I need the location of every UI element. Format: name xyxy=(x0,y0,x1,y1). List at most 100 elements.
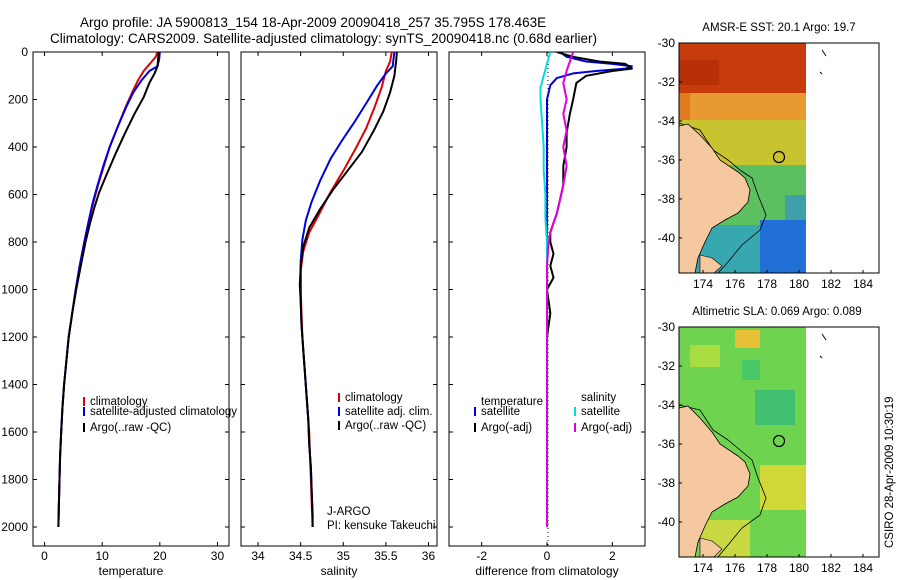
salinity-legend: climatology satellite adj. clim. Argo(..… xyxy=(338,392,433,432)
legend-argo-label: Argo(..raw -QC) xyxy=(345,420,426,432)
map-y-tick-label: -40 xyxy=(658,515,676,529)
x-tick-label: 2 xyxy=(609,549,616,563)
x-tick-label: 34 xyxy=(251,549,265,563)
x-tick-label: 35 xyxy=(337,549,351,563)
temperature-lines xyxy=(57,52,161,528)
map-x-tick-label: 176 xyxy=(725,561,745,575)
map-y-tick-label: -32 xyxy=(658,359,676,373)
map-x-tick-label: 178 xyxy=(757,561,777,575)
map-x-tick-label: 174 xyxy=(693,277,713,291)
salinity-xlabel: salinity xyxy=(321,564,358,578)
sst-hot-patch xyxy=(679,60,719,85)
x-tick-label: 30 xyxy=(211,549,225,563)
sla-yellow-south xyxy=(760,465,806,510)
legend-sal-satellite-label: satellite xyxy=(581,406,620,418)
map-x-tick-label: 182 xyxy=(821,561,841,575)
map-x-tick-label: 184 xyxy=(853,277,873,291)
legend-temperature-title: temperature xyxy=(481,396,543,408)
map-x-tick-label: 178 xyxy=(757,277,777,291)
temperature-xlabel: temperature xyxy=(99,564,164,578)
sla-map-field xyxy=(679,327,879,557)
y-tick-label: 400 xyxy=(8,140,28,154)
legend-temp-argo-label: Argo(-adj) xyxy=(481,422,532,434)
salinity-axes-box xyxy=(240,51,438,547)
temperature-panel: 0 10 20 30 0 200 400 600 800 1000 1200 1400 1600 1800… xyxy=(1,45,237,578)
salinity-ticks: 34 34.5 35 35.5 36 xyxy=(241,51,437,563)
land-coast-detail xyxy=(699,537,723,557)
y-tick-label: 800 xyxy=(8,235,28,249)
credit-timestamp: CSIRO 28-Apr-2009 10:30:19 xyxy=(884,396,896,548)
legend-salinity-title: salinity xyxy=(581,392,616,404)
sst-orange-band xyxy=(690,93,806,123)
y-tick-label: 1600 xyxy=(1,425,28,439)
map-y-tick-label: -38 xyxy=(658,476,676,490)
map-y-tick-label: -36 xyxy=(658,153,676,167)
x-tick-label: 35.5 xyxy=(374,549,398,563)
map-y-tick-label: -38 xyxy=(658,192,676,206)
legend-climatology-label: climatology xyxy=(345,392,403,404)
y-tick-label: 2000 xyxy=(1,520,28,534)
map-y-tick-label: -40 xyxy=(658,231,676,245)
land-coast-detail xyxy=(699,254,723,273)
depth-contour xyxy=(679,404,767,557)
difference-legend: temperature satellite Argo(-adj) salinit… xyxy=(474,392,632,434)
x-tick-label: 0 xyxy=(41,549,48,563)
float-program-label: J-ARGO xyxy=(327,506,371,518)
principal-investigator-label: PI: kensuke Takeuchi xyxy=(327,520,435,532)
sst-map-frame xyxy=(678,42,880,274)
y-tick-label: 1200 xyxy=(1,330,28,344)
x-tick-label: 0 xyxy=(544,549,551,563)
land-north-island xyxy=(679,405,751,557)
sst-map-title: AMSR-E SST: 20.1 Argo: 19.7 xyxy=(702,22,855,34)
difference-xlabel: difference from climatology xyxy=(475,564,618,578)
temperature-legend: climatology satellite-adjusted climatolo… xyxy=(83,396,237,434)
sst-teal-patch xyxy=(785,195,806,220)
difference-ticks: -2 0 2 xyxy=(449,51,645,563)
y-tick-label: 1400 xyxy=(1,378,28,392)
map-y-tick-label: -36 xyxy=(658,437,676,451)
sla-map-ticks: 174 176 178 180 182 184 -30 -32 -34 -36 -38 -40 xyxy=(658,320,874,575)
sst-blue-patch xyxy=(760,220,806,273)
y-tick-label: 1800 xyxy=(1,473,28,487)
map-y-tick-label: -34 xyxy=(658,398,676,412)
land-north-island xyxy=(679,123,751,273)
x-tick-label: 10 xyxy=(95,549,109,563)
sst-map-ticks: 174 176 178 180 182 184 -30 -32 -34 -36 -38 -40 xyxy=(658,36,874,291)
map-x-tick-label: 184 xyxy=(853,561,873,575)
temperature-axes-box xyxy=(32,51,230,547)
legend-sal-argo-label: Argo(-adj) xyxy=(581,422,632,434)
sla-map-frame xyxy=(678,326,880,558)
figure-title-line-2: Climatology: CARS2009. Satellite-adjuste… xyxy=(50,31,597,46)
figure-title-line-1: Argo profile: JA 5900813_154 18-Apr-2009… xyxy=(80,15,546,30)
legend-temp-satellite-label: satellite xyxy=(481,406,520,418)
x-tick-label: -2 xyxy=(476,549,487,563)
float-position-marker xyxy=(772,150,786,164)
map-x-tick-label: 174 xyxy=(693,561,713,575)
depth-contour xyxy=(679,122,767,273)
sst-map-panel: AMSR-E SST: 20.1 Argo: 19.7 174 176 178 180… xyxy=(658,22,880,291)
temperature-ticks: 0 10 20 30 0 200 400 600 800 1000 1200 1400 1600 1800… xyxy=(1,45,229,563)
y-tick-label: 0 xyxy=(21,45,28,59)
kermadec-islands xyxy=(819,49,827,75)
series-line-salinity-argo-adj xyxy=(546,52,575,527)
sst-map-field xyxy=(679,43,879,273)
legend-satellite-adjusted-label: satellite-adjusted climatology xyxy=(90,406,237,418)
y-tick-label: 200 xyxy=(8,93,28,107)
series-line-argo-raw-qc xyxy=(57,52,160,528)
kermadec-islands xyxy=(819,333,827,359)
map-x-tick-label: 180 xyxy=(789,561,809,575)
map-x-tick-label: 180 xyxy=(789,277,809,291)
sla-yellow-patch xyxy=(690,345,720,367)
sla-orange-patch xyxy=(735,330,760,348)
x-tick-label: 20 xyxy=(153,549,167,563)
difference-panel: -2 0 2 difference from climatology tempera… xyxy=(448,51,646,578)
salinity-lines xyxy=(298,52,398,528)
map-x-tick-label: 182 xyxy=(821,277,841,291)
map-x-tick-label: 176 xyxy=(725,277,745,291)
map-y-tick-label: -32 xyxy=(658,75,676,89)
legend-argo-label: Argo(..raw -QC) xyxy=(90,422,171,434)
map-y-tick-label: -30 xyxy=(658,320,676,334)
y-tick-label: 1000 xyxy=(1,283,28,297)
x-tick-label: 36 xyxy=(422,549,436,563)
